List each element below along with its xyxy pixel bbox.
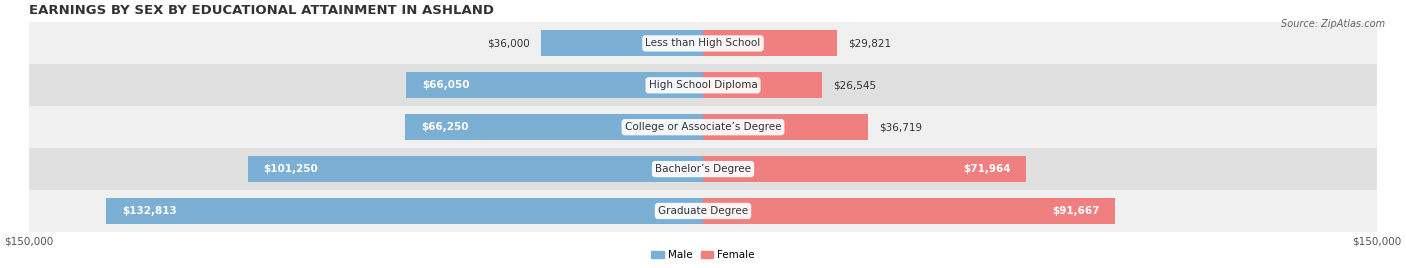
Bar xyxy=(703,114,868,140)
Text: EARNINGS BY SEX BY EDUCATIONAL ATTAINMENT IN ASHLAND: EARNINGS BY SEX BY EDUCATIONAL ATTAINMEN… xyxy=(28,4,494,17)
Text: $132,813: $132,813 xyxy=(122,206,177,216)
Text: College or Associate’s Degree: College or Associate’s Degree xyxy=(624,122,782,132)
Bar xyxy=(541,31,703,57)
Text: $36,719: $36,719 xyxy=(879,122,922,132)
Text: Less than High School: Less than High School xyxy=(645,38,761,49)
Bar xyxy=(703,156,1026,182)
Text: $36,000: $36,000 xyxy=(488,38,530,49)
Text: $26,545: $26,545 xyxy=(834,80,877,90)
Text: $101,250: $101,250 xyxy=(264,164,318,174)
Text: Graduate Degree: Graduate Degree xyxy=(658,206,748,216)
Text: $66,250: $66,250 xyxy=(420,122,468,132)
Bar xyxy=(28,148,1378,190)
Text: $29,821: $29,821 xyxy=(848,38,891,49)
Bar xyxy=(405,114,703,140)
Bar xyxy=(703,198,1115,224)
Text: $71,964: $71,964 xyxy=(963,164,1011,174)
Legend: Male, Female: Male, Female xyxy=(647,246,759,264)
Bar xyxy=(28,64,1378,106)
Bar xyxy=(28,23,1378,64)
Bar xyxy=(28,106,1378,148)
Bar xyxy=(703,31,837,57)
Bar xyxy=(703,72,823,98)
Text: Source: ZipAtlas.com: Source: ZipAtlas.com xyxy=(1281,19,1385,29)
Text: High School Diploma: High School Diploma xyxy=(648,80,758,90)
Bar xyxy=(28,190,1378,232)
Text: $66,050: $66,050 xyxy=(422,80,470,90)
Bar xyxy=(247,156,703,182)
Text: Bachelor’s Degree: Bachelor’s Degree xyxy=(655,164,751,174)
Bar xyxy=(406,72,703,98)
Text: $91,667: $91,667 xyxy=(1052,206,1099,216)
Bar xyxy=(105,198,703,224)
